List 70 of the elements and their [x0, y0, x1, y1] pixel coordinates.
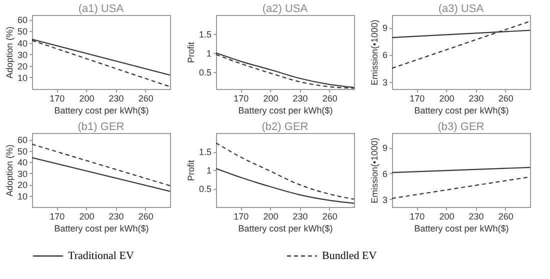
x-axis-title: Battery cost per kWh($): [54, 224, 149, 234]
y-tick-label: 20: [17, 180, 28, 190]
y-tick-label: 6: [382, 168, 388, 179]
y-tick-label: 60: [17, 15, 28, 26]
x-tick-label: 170: [410, 212, 425, 222]
x-tick-label: 260: [322, 212, 338, 222]
y-tick-label: 0.5: [198, 67, 212, 78]
y-tick-label: 1.5: [198, 29, 212, 40]
line-series: [216, 168, 354, 204]
x-tick-label: 230: [468, 94, 484, 104]
y-tick-label: 40: [17, 158, 28, 168]
y-tick-label: 1: [206, 48, 212, 58]
x-tick-label: 230: [292, 212, 308, 222]
x-tick-label: 260: [138, 94, 154, 104]
x-axis-title: Battery cost per kWh($): [238, 224, 333, 234]
x-tick-label: 200: [439, 212, 454, 222]
y-tick-label: 30: [17, 168, 28, 179]
x-tick-label: 260: [322, 94, 338, 104]
chart-title: (a3) USA: [438, 3, 484, 15]
x-tick-label: 260: [498, 212, 514, 222]
x-axis-title: Battery cost per kWh($): [414, 224, 509, 234]
x-axis-title: Battery cost per kWh($): [238, 106, 333, 116]
y-tick-label: 40: [17, 38, 28, 48]
chart-title: (b1) GER: [78, 121, 124, 133]
y-axis-title: Adoption (%): [4, 26, 14, 79]
x-tick-label: 260: [138, 212, 154, 222]
y-tick-label: 10: [17, 72, 28, 83]
y-tick-label: 9: [382, 143, 388, 154]
y-tick-label: 50: [17, 26, 28, 37]
y-axis-title: Adoption (%): [4, 144, 14, 197]
chart-title: (b3) GER: [438, 121, 484, 133]
x-tick-label: 230: [108, 94, 124, 104]
y-tick-label: 0.5: [198, 184, 212, 194]
x-tick-label: 230: [468, 212, 484, 222]
x-tick-label: 200: [79, 212, 94, 222]
y-axis-title: Emission(•1000): [369, 138, 380, 204]
y-tick-label: 50: [17, 146, 28, 156]
chart-title: (b2) GER: [262, 121, 308, 133]
legend-label: Traditional EV: [68, 250, 134, 262]
legend-label: Bundled EV: [322, 250, 377, 262]
x-axis-title: Battery cost per kWh($): [54, 106, 149, 116]
y-tick-label: 1: [206, 166, 212, 176]
x-tick-label: 260: [498, 94, 514, 104]
chart-title: (a1) USA: [78, 3, 124, 15]
x-tick-label: 200: [263, 94, 278, 104]
x-tick-label: 170: [234, 212, 249, 222]
line-series: [216, 142, 354, 200]
x-tick-label: 170: [50, 94, 65, 104]
x-tick-label: 170: [234, 94, 249, 104]
x-tick-label: 170: [50, 212, 65, 222]
y-axis-title: Emission(•1000): [369, 20, 380, 86]
x-tick-label: 170: [410, 94, 425, 104]
y-tick-label: 10: [17, 191, 28, 202]
x-tick-label: 230: [108, 212, 124, 222]
x-tick-label: 200: [439, 94, 454, 104]
x-tick-label: 230: [292, 94, 308, 104]
y-tick-label: 1.5: [198, 147, 212, 157]
y-axis-title: Profit: [186, 160, 196, 182]
x-tick-label: 200: [79, 94, 94, 104]
chart-title: (a2) USA: [262, 3, 308, 15]
y-tick-label: 3: [382, 77, 388, 88]
x-axis-title: Battery cost per kWh($): [414, 106, 509, 116]
y-tick-label: 20: [17, 61, 28, 72]
y-tick-label: 6: [382, 50, 388, 60]
y-tick-label: 30: [17, 50, 28, 60]
y-tick-label: 3: [382, 194, 388, 205]
y-axis-title: Profit: [186, 42, 196, 64]
x-tick-label: 200: [263, 212, 278, 222]
y-tick-label: 9: [382, 23, 388, 34]
y-tick-label: 60: [17, 135, 28, 146]
